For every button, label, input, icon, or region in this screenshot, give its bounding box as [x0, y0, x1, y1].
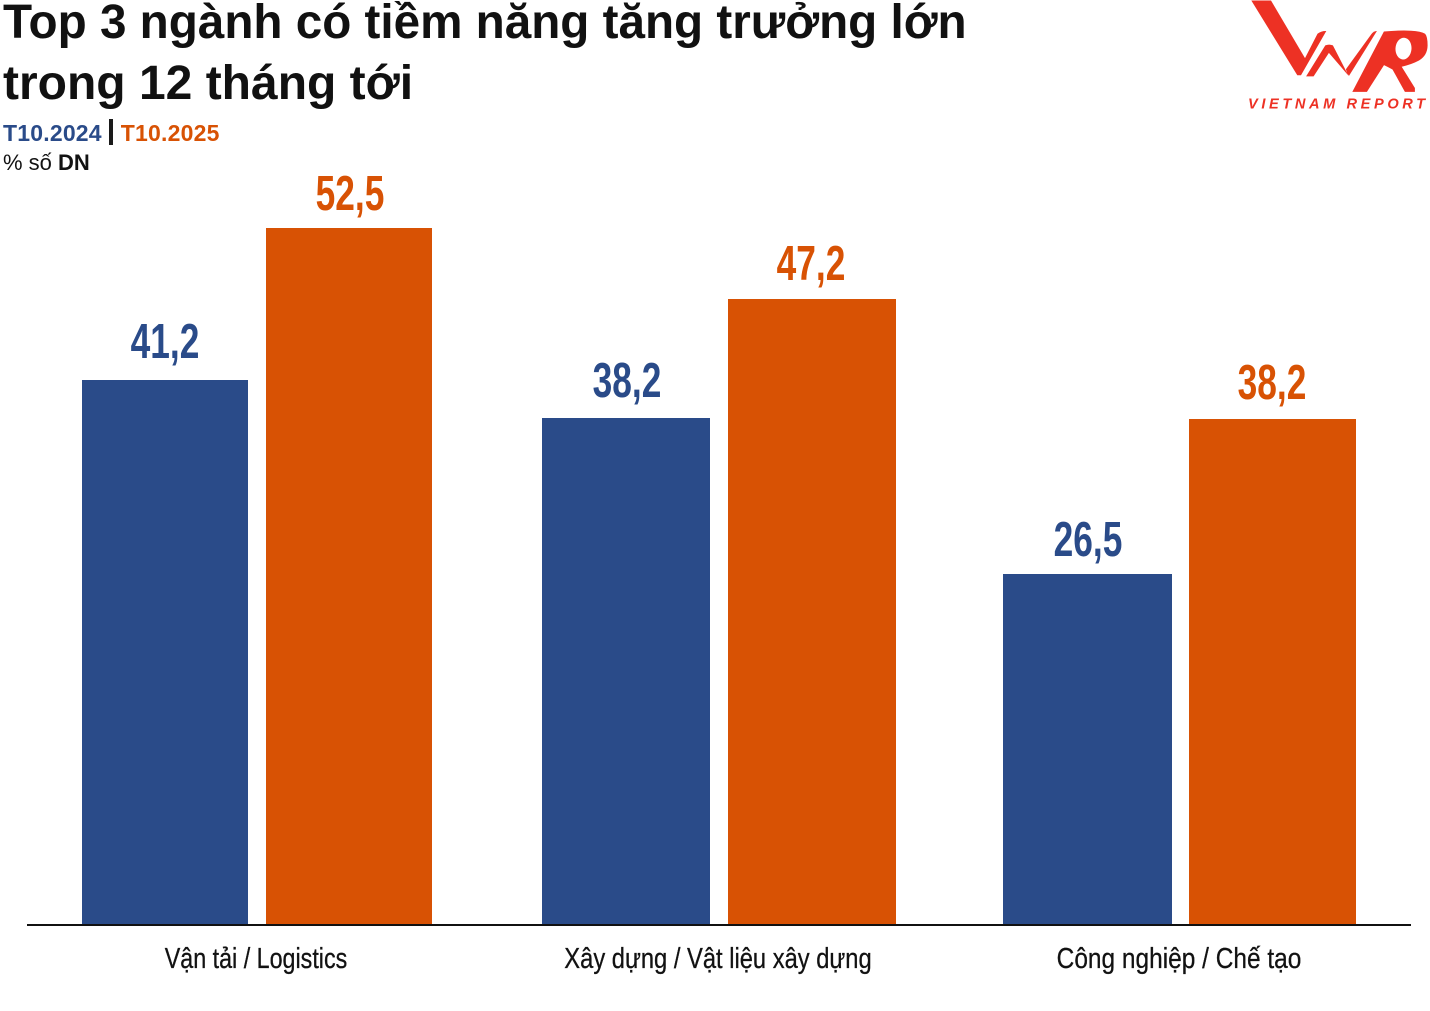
svg-text:VIETNAM REPORT: VIETNAM REPORT: [1248, 96, 1429, 112]
